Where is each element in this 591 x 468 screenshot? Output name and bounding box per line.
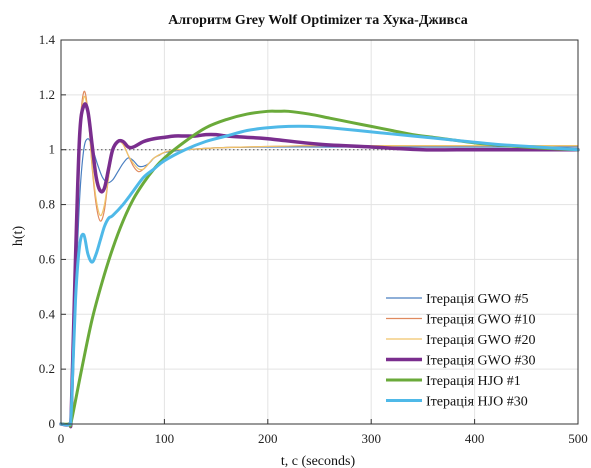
y-tick-label: 1.4 xyxy=(39,32,56,47)
legend-entry: Ітерація GWO #30 xyxy=(426,354,535,369)
legend-entry: Ітерація GWO #5 xyxy=(426,292,528,307)
y-tick-label: 0.8 xyxy=(39,197,55,212)
axes-frame xyxy=(60,39,579,425)
series-line-1 xyxy=(60,138,579,426)
x-tick-label: 200 xyxy=(258,431,278,446)
x-tick-label: 0 xyxy=(58,431,65,446)
y-tick-label: 0.4 xyxy=(39,306,56,321)
x-tick-label: 500 xyxy=(568,431,588,446)
series-line-4 xyxy=(59,102,580,429)
x-axis-label: t, c (seconds) xyxy=(281,454,356,468)
x-tick-label: 100 xyxy=(155,431,175,446)
legend-entry: Ітерація HJO #1 xyxy=(426,374,521,389)
series-line-6 xyxy=(59,124,580,427)
y-axis-label: h(t) xyxy=(11,226,26,247)
x-tick-label: 400 xyxy=(465,431,485,446)
y-tick-label: 1 xyxy=(49,142,56,157)
ticks: 0 100 200 300 400 500 0 0.2 0.4 0.6 0.8 1 1.2 1.4 xyxy=(39,32,588,446)
y-tick-label: 0 xyxy=(49,416,56,431)
legend-entry: Ітерація GWO #10 xyxy=(426,313,535,328)
x-tick-label: 300 xyxy=(361,431,381,446)
y-tick-label: 0.6 xyxy=(39,251,56,266)
legend: Ітерація GWO #5 Ітерація GWO #10 Ітерація … xyxy=(386,292,535,410)
chart-title: Алгоритм Grey Wolf Optimizer та Хука-Джи… xyxy=(168,13,468,28)
y-tick-label: 1.2 xyxy=(39,87,55,102)
legend-entry: Ітерація HJO #30 xyxy=(426,395,528,410)
y-tick-label: 0.2 xyxy=(39,361,55,376)
series-group xyxy=(59,90,580,429)
legend-entry: Ітерація GWO #20 xyxy=(426,333,535,348)
